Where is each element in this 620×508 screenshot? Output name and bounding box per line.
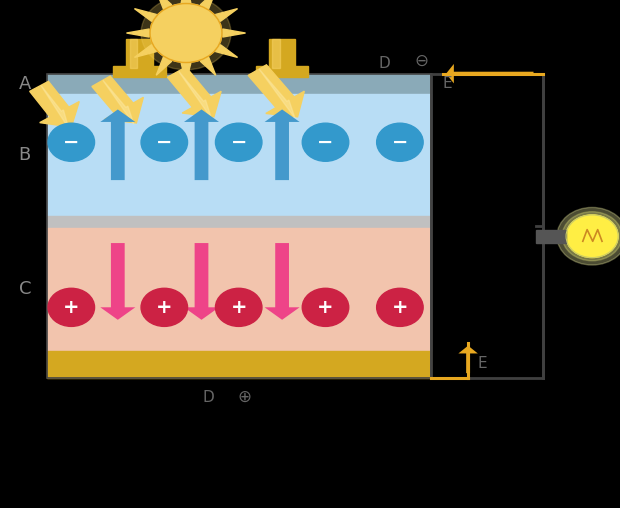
Ellipse shape (377, 288, 423, 327)
Polygon shape (167, 67, 221, 117)
Text: C: C (19, 280, 31, 298)
Text: −: − (317, 133, 334, 152)
Text: −: − (231, 133, 247, 152)
Polygon shape (135, 45, 156, 57)
Bar (46, 228, 431, 351)
Bar (256, 66, 309, 77)
Text: E: E (442, 76, 452, 91)
Polygon shape (181, 63, 191, 82)
Ellipse shape (377, 123, 423, 162)
Bar (46, 74, 431, 94)
Text: D: D (202, 390, 214, 405)
Polygon shape (41, 85, 69, 129)
Polygon shape (135, 9, 156, 21)
Bar (46, 351, 431, 378)
Circle shape (150, 4, 222, 62)
Ellipse shape (303, 288, 348, 327)
Polygon shape (223, 29, 246, 37)
Ellipse shape (48, 288, 94, 327)
Polygon shape (126, 29, 149, 37)
Polygon shape (156, 0, 172, 9)
Bar (272, 39, 280, 68)
Text: −: − (392, 133, 408, 152)
Polygon shape (179, 71, 211, 118)
Polygon shape (216, 45, 237, 57)
Circle shape (566, 215, 618, 258)
Polygon shape (92, 76, 143, 123)
Text: −: − (156, 133, 172, 152)
Bar (113, 66, 166, 77)
Text: +: + (317, 298, 334, 317)
Polygon shape (200, 57, 216, 75)
Polygon shape (216, 9, 237, 21)
Ellipse shape (48, 123, 94, 162)
Polygon shape (248, 65, 304, 117)
Bar (269, 39, 295, 68)
Bar (130, 39, 138, 68)
Polygon shape (200, 0, 216, 9)
Text: D: D (379, 56, 391, 71)
Polygon shape (156, 57, 172, 75)
Circle shape (562, 212, 620, 261)
Circle shape (557, 207, 620, 265)
Ellipse shape (141, 123, 187, 162)
Polygon shape (259, 69, 295, 118)
Ellipse shape (141, 288, 187, 327)
Ellipse shape (303, 123, 348, 162)
Text: +: + (63, 298, 79, 317)
Bar (46, 74, 431, 378)
Text: E: E (477, 356, 487, 371)
Bar (46, 94, 431, 216)
Polygon shape (103, 80, 134, 124)
Text: ⊕: ⊕ (238, 388, 252, 406)
Ellipse shape (216, 123, 262, 162)
Ellipse shape (216, 288, 262, 327)
Bar (536, 230, 566, 242)
Bar (126, 39, 153, 68)
Polygon shape (30, 81, 79, 127)
Text: +: + (231, 298, 247, 317)
Text: A: A (19, 75, 31, 93)
Polygon shape (181, 0, 191, 3)
Circle shape (141, 0, 231, 70)
Text: +: + (156, 298, 172, 317)
Text: −: − (63, 133, 79, 152)
Text: ⊖: ⊖ (415, 52, 428, 70)
Bar (46, 216, 431, 228)
Text: +: + (392, 298, 408, 317)
Text: B: B (19, 146, 31, 164)
